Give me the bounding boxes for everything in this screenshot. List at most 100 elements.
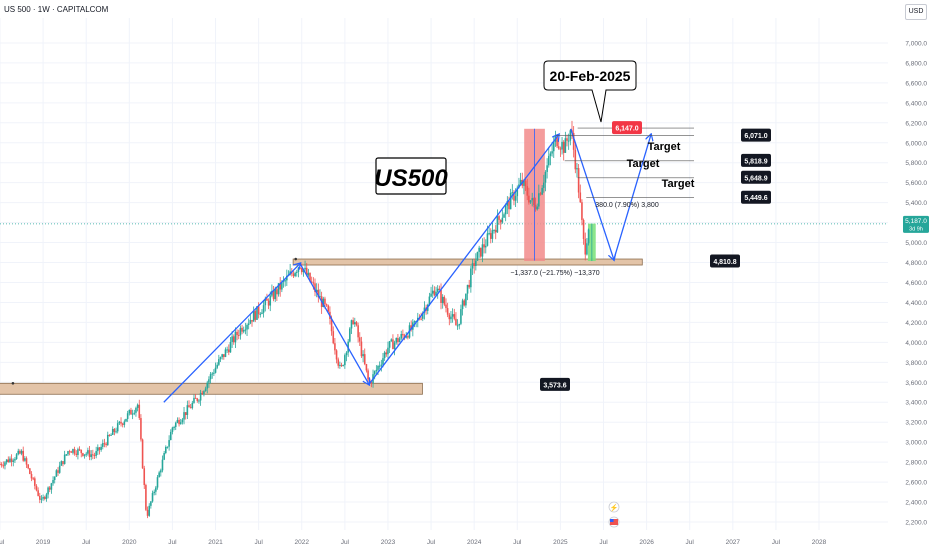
candle	[57, 470, 59, 473]
candle	[201, 392, 204, 395]
x-tick-label: Jul	[82, 539, 91, 546]
candle	[438, 288, 441, 290]
price-axis[interactable]: 2,200.0 2,400.0 2,600.0 2,800.0 3,000.0 3,200…	[905, 40, 927, 526]
candle	[365, 364, 368, 371]
candle	[259, 313, 262, 315]
candle	[277, 283, 280, 295]
candle	[317, 289, 320, 298]
candle	[178, 419, 180, 425]
candle	[204, 388, 207, 392]
candle	[281, 281, 283, 290]
time-axis[interactable]: Jul 2019 Jul 2020 Jul 2021 Jul 2022 Jul 2023 Jul 20…	[0, 539, 827, 546]
y-tick-label: 5,400.0	[905, 200, 927, 207]
candle	[327, 305, 330, 312]
candle	[266, 298, 268, 301]
y-tick-label: 3,600.0	[905, 380, 927, 387]
candle	[257, 306, 260, 315]
zone-anchor-dot	[294, 257, 298, 261]
candle	[448, 314, 451, 320]
candle	[339, 364, 341, 366]
candle	[242, 330, 245, 332]
y-tick-label: 2,800.0	[905, 460, 927, 467]
candle	[468, 284, 471, 288]
candle	[325, 304, 328, 306]
y-tick-label: 6,600.0	[905, 80, 927, 87]
candle	[460, 309, 462, 324]
candle	[239, 327, 242, 336]
candle	[78, 449, 81, 451]
candle	[531, 198, 534, 201]
y-tick-label: 2,200.0	[905, 520, 927, 527]
candle	[164, 446, 167, 453]
candle	[567, 140, 570, 142]
price-label-text: 5,449.6	[744, 195, 767, 202]
candle	[400, 334, 403, 339]
candle	[337, 359, 340, 366]
candle	[0, 464, 1, 466]
candle	[103, 443, 106, 445]
y-tick-label: 4,200.0	[905, 320, 927, 327]
candle	[511, 192, 514, 194]
candle	[133, 412, 136, 414]
candle	[85, 453, 88, 455]
candle	[405, 336, 407, 338]
candle	[116, 423, 119, 432]
x-tick-label: Jul	[341, 539, 350, 546]
candle	[237, 335, 240, 337]
candle	[15, 454, 18, 460]
candle	[310, 281, 313, 283]
candle	[370, 382, 373, 384]
candle	[581, 202, 583, 220]
candle	[150, 501, 152, 506]
candle	[373, 371, 376, 375]
candle	[214, 367, 217, 373]
candle	[455, 318, 457, 326]
candle	[38, 495, 41, 500]
candle	[377, 366, 379, 370]
drop-measure-text: −1,337.0 (−21.75%) −13,370	[510, 270, 599, 277]
candle	[307, 272, 310, 276]
candle	[234, 331, 237, 343]
candle	[274, 289, 277, 300]
candle	[314, 283, 316, 292]
candle	[572, 132, 575, 150]
candle	[29, 468, 31, 474]
candle	[226, 349, 228, 351]
current-price-tag	[903, 215, 929, 233]
candle	[421, 312, 424, 319]
candle	[312, 282, 315, 284]
candle	[223, 354, 225, 357]
candle	[153, 491, 155, 494]
date-callout-text: 20-Feb-2025	[550, 68, 631, 84]
candle	[334, 343, 336, 351]
x-tick-label: 2025	[553, 539, 568, 546]
candle	[32, 478, 34, 480]
candle	[470, 268, 472, 288]
candle	[93, 455, 96, 457]
candle	[340, 364, 343, 366]
candle	[163, 452, 165, 460]
candle	[7, 459, 10, 463]
x-tick-label: 2021	[208, 539, 223, 546]
symbol-header[interactable]: US 500 · 1W · CAPITALCOM	[4, 5, 109, 14]
candle	[184, 412, 187, 416]
candle	[562, 141, 565, 153]
candle	[473, 263, 475, 266]
candle	[286, 275, 288, 281]
candle	[19, 450, 21, 454]
candle	[191, 402, 194, 408]
candle	[219, 357, 222, 360]
candle	[435, 291, 437, 296]
y-tick-label: 7,000.0	[905, 40, 927, 47]
candle	[355, 322, 358, 326]
candle	[70, 451, 73, 453]
candle	[52, 480, 54, 484]
price-label-box	[741, 170, 771, 184]
candle	[43, 497, 46, 499]
currency-badge[interactable]: USD	[905, 4, 927, 20]
y-tick-label: 2,600.0	[905, 480, 927, 487]
candle	[519, 179, 522, 185]
candle	[151, 493, 154, 502]
candle	[10, 458, 13, 462]
